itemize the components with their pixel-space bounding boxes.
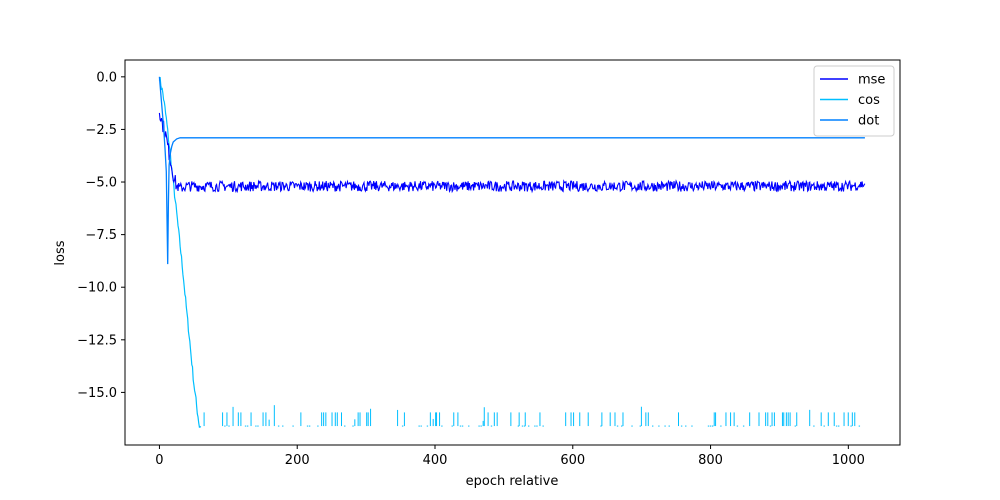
dot-line xyxy=(158,76,865,265)
legend: mse cos dot xyxy=(813,65,895,137)
series-mse xyxy=(158,112,866,194)
x-tick-label: 800 xyxy=(698,453,723,468)
series-dot xyxy=(158,76,865,265)
y-tick-label: 0.0 xyxy=(96,70,117,85)
y-axis: 0.0 −2.5 −5.0 −7.5 −10.0 −12.5 −15.0 xyxy=(77,70,125,401)
legend-label-mse: mse xyxy=(858,73,885,88)
y-tick-label: −2.5 xyxy=(85,123,117,138)
y-tick-label: −7.5 xyxy=(85,228,117,243)
y-tick-label: −5.0 xyxy=(85,176,117,191)
x-tick-label: 600 xyxy=(560,453,585,468)
x-tick-label: 0 xyxy=(155,453,163,468)
cos-line xyxy=(158,76,202,429)
series-cos xyxy=(158,76,861,429)
x-axis-label: epoch relative xyxy=(466,474,559,489)
x-tick-label: 1000 xyxy=(832,453,865,468)
x-axis: 0 200 400 600 800 1000 xyxy=(155,445,865,468)
plot-frame xyxy=(124,59,901,446)
x-tick-label: 200 xyxy=(285,453,310,468)
legend-box xyxy=(813,65,895,137)
mse-line xyxy=(158,112,866,194)
y-tick-label: −10.0 xyxy=(77,281,117,296)
legend-label-dot: dot xyxy=(858,114,879,129)
legend-label-cos: cos xyxy=(858,93,880,108)
y-tick-label: −12.5 xyxy=(77,333,117,348)
y-tick-label: −15.0 xyxy=(77,386,117,401)
x-tick-label: 400 xyxy=(423,453,448,468)
y-axis-label: loss xyxy=(53,240,68,265)
